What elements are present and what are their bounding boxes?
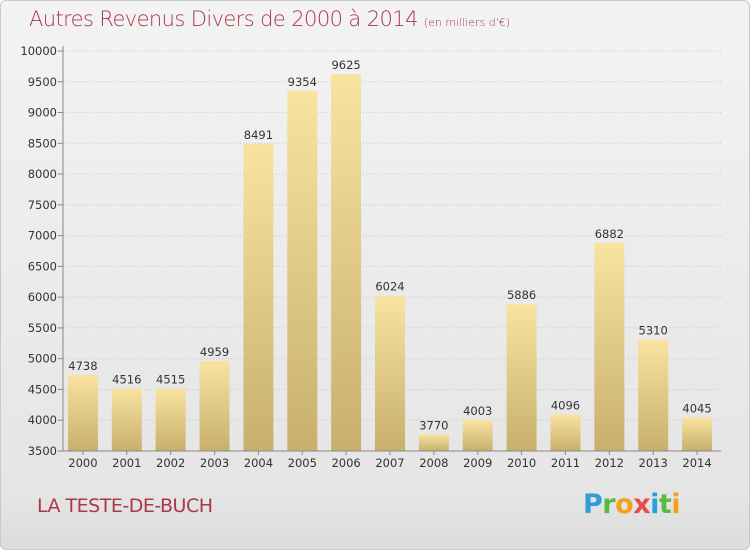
y-tick-label: 9000 bbox=[28, 106, 57, 120]
bar-value-label: 5310 bbox=[639, 324, 668, 338]
chart-unit-note: (en milliers d'€) bbox=[423, 16, 511, 29]
bar bbox=[155, 388, 186, 451]
y-tick-label: 6500 bbox=[28, 259, 57, 273]
y-tick-label: 7000 bbox=[28, 229, 57, 243]
x-tick-label: 2012 bbox=[595, 456, 624, 470]
x-tick-label: 2004 bbox=[244, 456, 273, 470]
logo-letter: x bbox=[633, 489, 651, 520]
bar bbox=[243, 143, 274, 451]
bar bbox=[111, 388, 142, 451]
logo-letter: r bbox=[602, 489, 616, 520]
bar-value-label: 6024 bbox=[375, 280, 404, 294]
x-tick-label: 2001 bbox=[112, 456, 141, 470]
y-tick-label: 10000 bbox=[20, 44, 57, 58]
x-tick-label: 2000 bbox=[68, 456, 97, 470]
bar bbox=[331, 74, 362, 452]
x-tick-label: 2007 bbox=[375, 456, 404, 470]
y-axis: 3500 4000 4500 5000 5500 6000 6500 7000 7500 8000… bbox=[20, 44, 64, 458]
bar bbox=[375, 295, 405, 451]
x-tick-label: 2011 bbox=[551, 456, 580, 470]
bar-value-label: 4516 bbox=[112, 372, 141, 386]
chart-title: Autres Revenus Divers de 2000 à 2014 (en … bbox=[29, 7, 510, 31]
y-tick-label: 4500 bbox=[28, 382, 57, 396]
y-tick-label: 6000 bbox=[28, 290, 57, 304]
bar-value-label: 8491 bbox=[244, 128, 273, 142]
bar-value-label: 9354 bbox=[288, 75, 317, 89]
bar bbox=[594, 242, 625, 451]
bar bbox=[638, 339, 669, 451]
x-tick-label: 2006 bbox=[331, 456, 360, 470]
bar-value-label: 4096 bbox=[551, 398, 580, 412]
x-tick-label: 2009 bbox=[463, 456, 492, 470]
x-tick-label: 2005 bbox=[288, 456, 317, 470]
logo-letter: o bbox=[615, 489, 634, 520]
y-tick-label: 8000 bbox=[28, 167, 57, 181]
x-tick-label: 2010 bbox=[507, 456, 536, 470]
y-tick-label: 7500 bbox=[28, 198, 57, 212]
x-tick-label: 2014 bbox=[682, 456, 711, 470]
proxiti-logo: Proxiti bbox=[583, 489, 681, 520]
y-tick-label: 5000 bbox=[28, 352, 57, 366]
bars: 4738 4516 4515 4959 8491 9354 9625 6024 3770 4003… bbox=[67, 58, 713, 452]
bar bbox=[199, 361, 230, 451]
bar-value-label: 4045 bbox=[682, 401, 711, 415]
x-tick-label: 2013 bbox=[639, 456, 668, 470]
bar bbox=[506, 304, 537, 451]
bar bbox=[550, 414, 581, 451]
commune-name: LA TESTE-DE-BUCH bbox=[37, 495, 213, 517]
bar bbox=[418, 434, 449, 451]
chart-title-text: Autres Revenus Divers de 2000 à 2014 bbox=[29, 7, 418, 31]
logo-letter: P bbox=[583, 489, 603, 520]
y-tick-label: 8500 bbox=[28, 136, 57, 150]
y-tick-label: 3500 bbox=[28, 444, 57, 458]
bar-value-label: 3770 bbox=[419, 418, 448, 432]
x-axis: 2000 2001 2002 2003 2004 2005 2006 2007 2008 2009… bbox=[63, 450, 721, 470]
bar-value-label: 4738 bbox=[68, 359, 97, 373]
bar-value-label: 4959 bbox=[200, 345, 229, 359]
bar-value-label: 4003 bbox=[463, 404, 492, 418]
bar-value-label: 6882 bbox=[595, 227, 624, 241]
y-tick-label: 9500 bbox=[28, 75, 57, 89]
bar bbox=[287, 90, 318, 451]
logo-letter: i bbox=[650, 489, 659, 520]
logo-letter: i bbox=[671, 489, 681, 520]
bar-value-label: 9625 bbox=[331, 58, 360, 72]
y-tick-label: 4000 bbox=[28, 413, 57, 427]
bar-value-label: 5886 bbox=[507, 288, 536, 302]
bar bbox=[67, 374, 98, 451]
bar bbox=[462, 420, 493, 451]
x-tick-label: 2002 bbox=[156, 456, 185, 470]
logo-letter: t bbox=[658, 489, 672, 520]
bar bbox=[682, 417, 713, 451]
bar-chart: 3500 4000 4500 5000 5500 6000 6500 7000 7500 8000… bbox=[20, 44, 721, 470]
bar-value-label: 4515 bbox=[156, 373, 185, 387]
y-tick-label: 5500 bbox=[28, 321, 57, 335]
x-tick-label: 2008 bbox=[419, 456, 448, 470]
x-tick-label: 2003 bbox=[200, 456, 229, 470]
